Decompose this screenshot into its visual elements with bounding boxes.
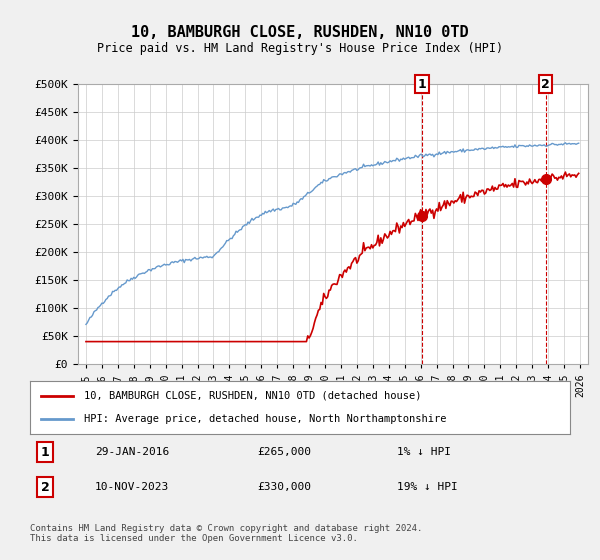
Text: 2: 2	[541, 77, 550, 91]
Text: 10, BAMBURGH CLOSE, RUSHDEN, NN10 0TD (detached house): 10, BAMBURGH CLOSE, RUSHDEN, NN10 0TD (d…	[84, 391, 421, 401]
Text: 29-JAN-2016: 29-JAN-2016	[95, 447, 169, 457]
Text: £330,000: £330,000	[257, 482, 311, 492]
Text: HPI: Average price, detached house, North Northamptonshire: HPI: Average price, detached house, Nort…	[84, 414, 446, 424]
Text: Contains HM Land Registry data © Crown copyright and database right 2024.
This d: Contains HM Land Registry data © Crown c…	[30, 524, 422, 543]
Text: 19% ↓ HPI: 19% ↓ HPI	[397, 482, 458, 492]
Text: 1: 1	[418, 77, 427, 91]
Text: 10-NOV-2023: 10-NOV-2023	[95, 482, 169, 492]
Text: Price paid vs. HM Land Registry's House Price Index (HPI): Price paid vs. HM Land Registry's House …	[97, 42, 503, 55]
Text: £265,000: £265,000	[257, 447, 311, 457]
Text: 1: 1	[41, 446, 50, 459]
Text: 1% ↓ HPI: 1% ↓ HPI	[397, 447, 451, 457]
Text: 2: 2	[41, 480, 50, 494]
Text: 10, BAMBURGH CLOSE, RUSHDEN, NN10 0TD: 10, BAMBURGH CLOSE, RUSHDEN, NN10 0TD	[131, 25, 469, 40]
